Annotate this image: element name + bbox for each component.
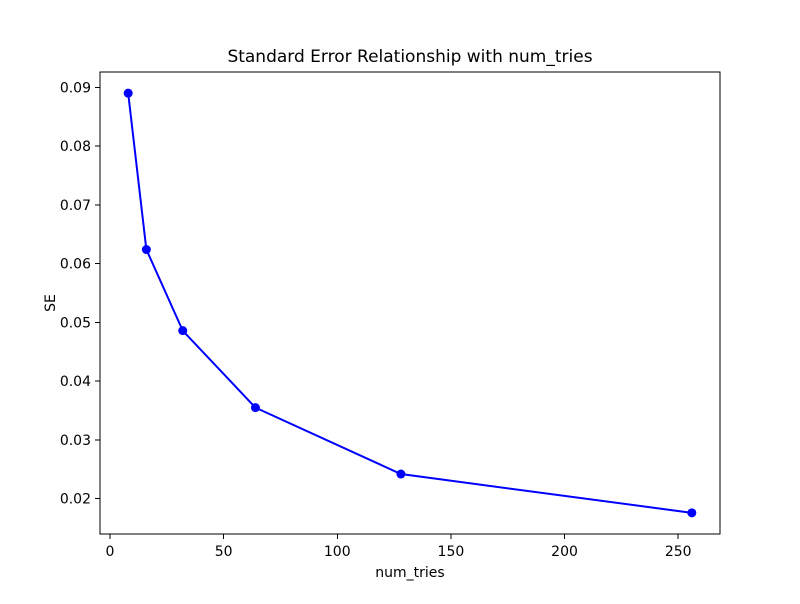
x-tick-label: 0 [106, 544, 115, 560]
chart-title: Standard Error Relationship with num_tri… [227, 47, 592, 67]
data-point-marker [687, 508, 697, 518]
y-tick-label: 0.02 [60, 492, 91, 508]
data-point-marker [250, 403, 260, 413]
y-tick-label: 0.07 [60, 198, 91, 214]
y-tick-label: 0.04 [60, 374, 91, 390]
y-tick-label: 0.05 [60, 315, 91, 331]
plot-area [99, 71, 721, 535]
se-line [127, 92, 693, 514]
x-axis-label: num_tries [375, 565, 444, 581]
data-point-marker [141, 245, 151, 255]
x-tick-label: 200 [551, 544, 578, 560]
y-tick-label: 0.08 [60, 139, 91, 155]
y-tick-label: 0.09 [60, 80, 91, 96]
data-point-marker [396, 469, 406, 479]
x-tick-label: 250 [665, 544, 692, 560]
x-tick-label: 50 [215, 544, 233, 560]
x-tick-label: 100 [324, 544, 351, 560]
data-point-marker [123, 88, 133, 98]
ticks-layer: 0 50 100 150 200 250 0.02 0.03 0.04 0.05 0.06 0.07 0… [60, 80, 692, 560]
y-tick-label: 0.06 [60, 257, 91, 273]
y-tick-label: 0.03 [60, 433, 91, 449]
x-tick-label: 150 [438, 544, 465, 560]
data-point-marker [178, 326, 188, 336]
y-axis-label: SE [43, 294, 59, 312]
series-layer [123, 88, 697, 518]
